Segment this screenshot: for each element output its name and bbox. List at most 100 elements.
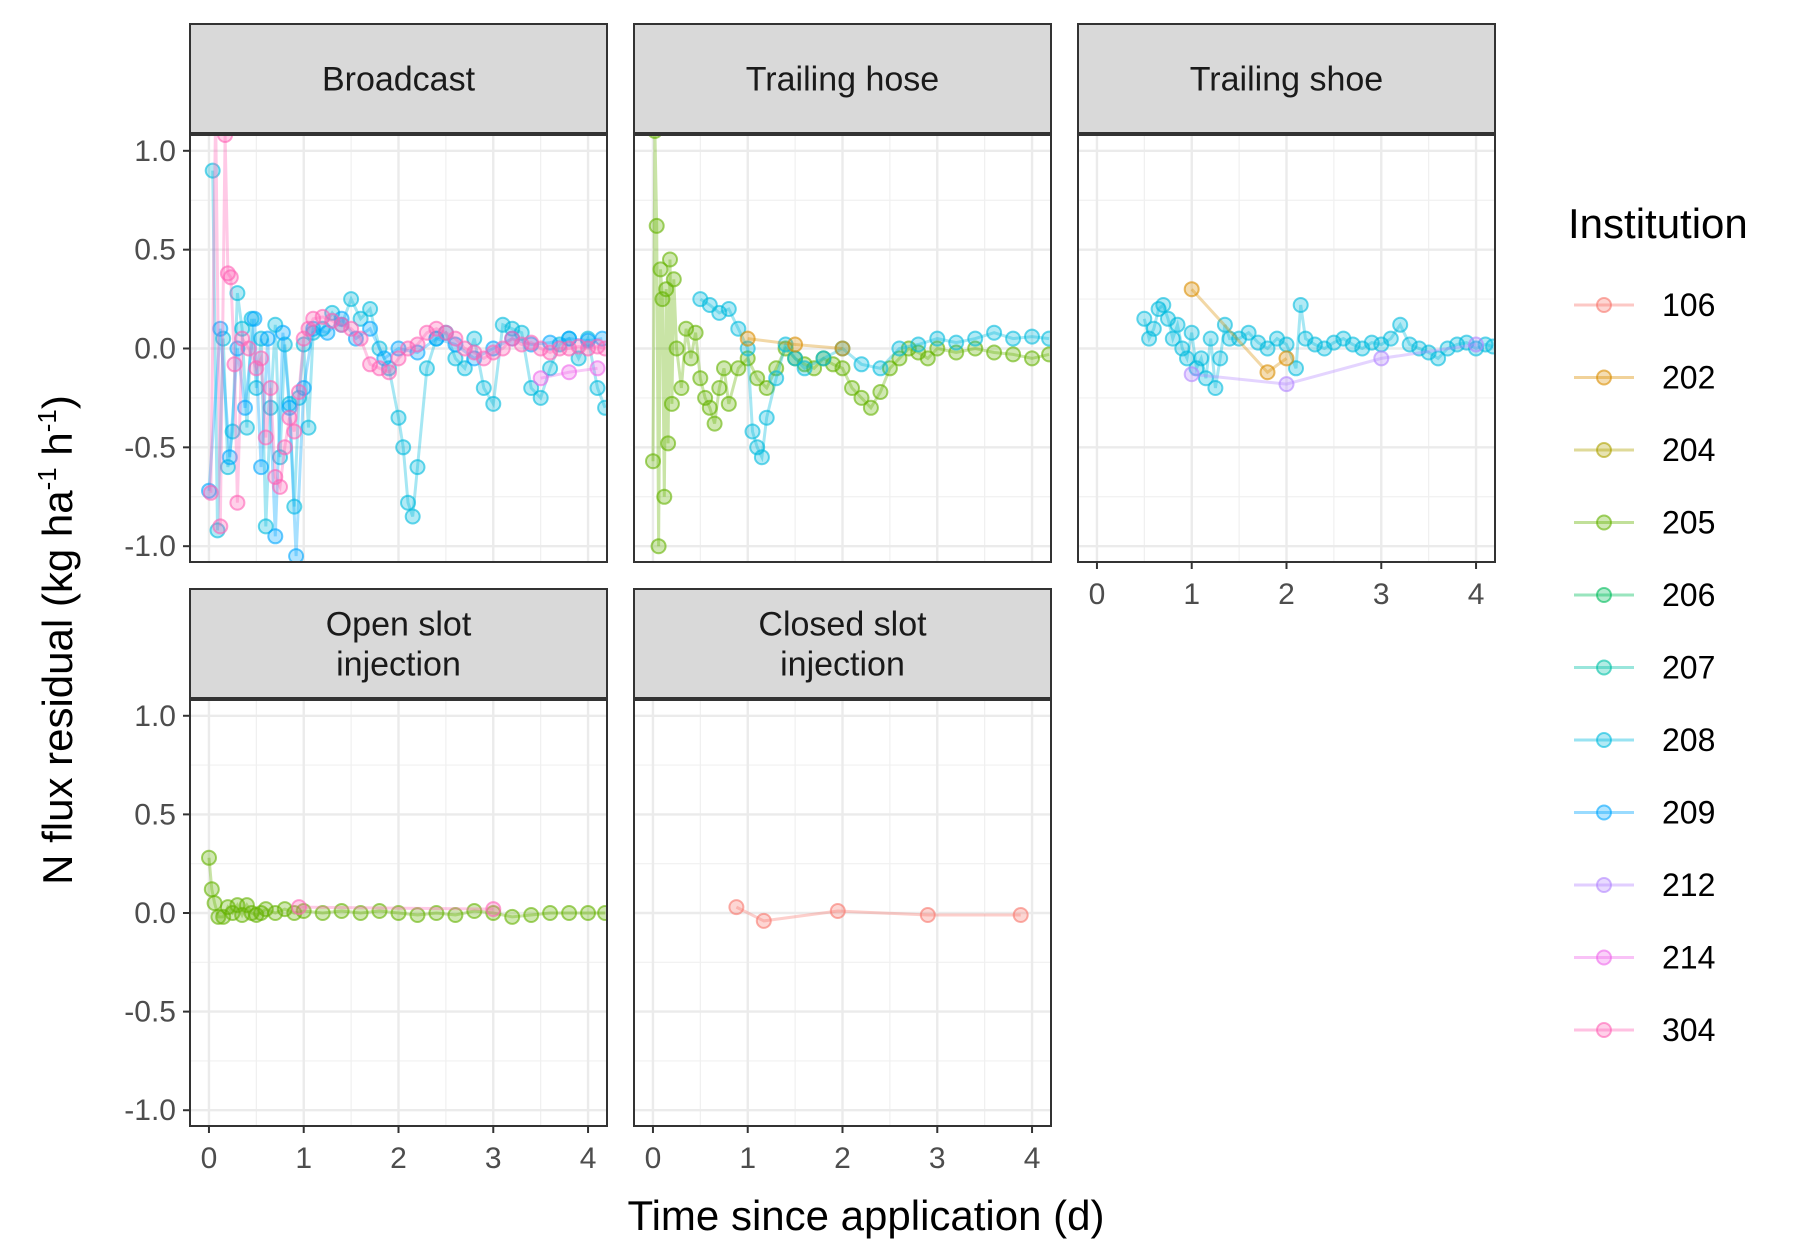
data-point-208 xyxy=(494,316,511,333)
data-point-304 xyxy=(262,380,279,396)
data-point-205 xyxy=(650,538,667,555)
facet-title: Trailing shoe xyxy=(1190,61,1383,99)
data-point-205 xyxy=(668,340,685,357)
data-point-205 xyxy=(206,895,223,912)
data-point-205 xyxy=(720,395,737,412)
data-point-208 xyxy=(1382,330,1399,347)
panel-0: Broadcast -1.0 -0.5 0.0 0.5 1.0 xyxy=(124,23,608,563)
data-point-205 xyxy=(447,907,464,923)
data-point-208 xyxy=(523,380,540,396)
data-point-205 xyxy=(711,380,728,396)
y-axis-title: N flux residual (kg ha-1 h-1) xyxy=(32,395,81,885)
legend-label: 204 xyxy=(1662,432,1715,468)
legend-title: Institution xyxy=(1568,200,1748,247)
data-point-205 xyxy=(371,903,388,919)
series-line-214 xyxy=(540,366,598,380)
x-tick-label: 1 xyxy=(295,1142,312,1175)
data-point-205 xyxy=(523,907,540,923)
data-point-208 xyxy=(1164,330,1181,347)
data-point-205 xyxy=(314,905,331,921)
x-tick-label: 3 xyxy=(929,1142,946,1175)
data-point-205 xyxy=(1024,350,1040,367)
data-point-208 xyxy=(238,419,255,436)
panel-2: Trailing shoe 0 1 2 3 4 xyxy=(1077,23,1496,611)
data-point-208 xyxy=(720,301,737,317)
data-point-208 xyxy=(1292,297,1309,313)
data-point-208 xyxy=(1155,297,1172,313)
data-point-209 xyxy=(447,336,464,353)
series-group xyxy=(201,849,607,925)
data-point-208 xyxy=(753,449,770,466)
data-point-205 xyxy=(542,905,559,921)
data-point-208 xyxy=(1212,350,1229,367)
data-point-208 xyxy=(796,360,813,377)
data-point-208 xyxy=(404,508,421,525)
data-point-208 xyxy=(1197,370,1214,387)
legend-item-202: 202 xyxy=(1574,360,1715,396)
data-point-304 xyxy=(257,429,274,446)
data-point-209 xyxy=(237,399,253,416)
facet-strip xyxy=(189,588,608,699)
data-point-205 xyxy=(673,380,690,396)
data-point-208 xyxy=(456,360,473,377)
data-point-205 xyxy=(1041,346,1051,363)
data-point-205 xyxy=(716,360,732,377)
data-point-205 xyxy=(706,415,723,432)
data-point-208 xyxy=(532,389,549,406)
data-point-205 xyxy=(919,350,936,367)
legend: Institution 106 202 204 205 206 207 208 209 212 21… xyxy=(1568,200,1748,1048)
legend-key-point xyxy=(1596,442,1612,458)
data-point-208 xyxy=(589,380,606,396)
data-point-208 xyxy=(418,360,435,377)
panel-1: Trailing hose xyxy=(633,23,1052,563)
data-point-304 xyxy=(362,356,379,373)
data-point-208 xyxy=(224,423,241,440)
data-point-202 xyxy=(1259,364,1276,381)
y-tick-label: 0.0 xyxy=(134,897,176,930)
series-group xyxy=(645,135,1051,555)
data-point-209 xyxy=(212,320,229,337)
data-point-208 xyxy=(986,324,1003,341)
data-point-205 xyxy=(504,908,521,925)
legend-label: 205 xyxy=(1662,505,1715,541)
data-point-208 xyxy=(1278,336,1295,353)
data-point-205 xyxy=(352,905,369,921)
series-line-205 xyxy=(207,857,606,919)
data-point-214 xyxy=(561,364,578,381)
data-point-209 xyxy=(259,330,276,347)
data-point-205 xyxy=(485,905,502,921)
series-line-106 xyxy=(735,905,1021,923)
y-tick-label: 0.0 xyxy=(134,333,176,366)
legend-item-204: 204 xyxy=(1574,432,1715,468)
legend-item-206: 206 xyxy=(1574,577,1715,613)
data-point-209 xyxy=(362,320,379,337)
y-tick-label: 1.0 xyxy=(134,700,176,733)
data-point-208 xyxy=(1207,380,1224,396)
panel-border xyxy=(633,134,1052,563)
data-point-208 xyxy=(730,320,747,337)
data-point-304 xyxy=(597,340,607,357)
data-point-208 xyxy=(1041,330,1051,347)
data-point-208 xyxy=(1183,324,1200,341)
x-tick-label: 4 xyxy=(1024,1142,1041,1175)
data-point-205 xyxy=(201,849,217,866)
data-point-205 xyxy=(834,360,851,377)
facet-title: injection xyxy=(780,646,905,684)
data-point-304 xyxy=(253,350,270,367)
data-point-212 xyxy=(1373,350,1390,367)
data-point-202 xyxy=(787,336,804,353)
series-group xyxy=(201,135,607,562)
data-point-304 xyxy=(286,423,303,440)
data-point-202 xyxy=(739,330,756,347)
x-tick-label: 1 xyxy=(1183,578,1200,611)
data-point-208 xyxy=(343,291,360,308)
data-point-208 xyxy=(262,399,279,416)
data-point-208 xyxy=(815,350,832,367)
facet-title: Open slot xyxy=(326,606,472,644)
x-tick-label: 2 xyxy=(834,1142,851,1175)
data-point-205 xyxy=(466,903,483,919)
x-tick-label: 4 xyxy=(1468,578,1485,611)
data-point-208 xyxy=(1485,338,1495,355)
data-point-208 xyxy=(1392,316,1409,333)
